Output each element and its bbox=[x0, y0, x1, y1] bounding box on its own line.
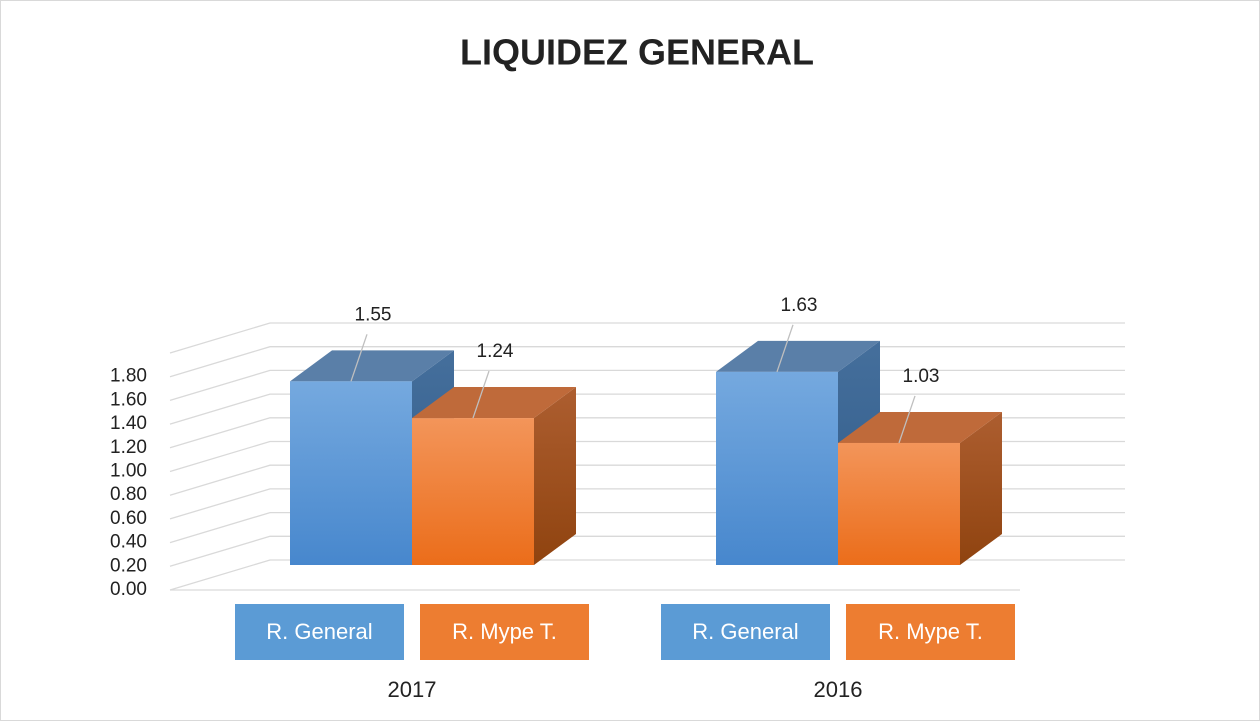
series-box bbox=[846, 604, 1015, 660]
leader-line bbox=[776, 324, 794, 373]
series-box bbox=[420, 604, 589, 660]
bar-side bbox=[960, 411, 1002, 565]
series-box bbox=[661, 604, 830, 660]
value-label: 1.03 bbox=[903, 366, 940, 387]
y-tick-label: 1.00 bbox=[110, 461, 147, 482]
bar-front bbox=[290, 381, 412, 565]
series-box-label: R. Mype T. bbox=[878, 619, 983, 644]
leader-line bbox=[472, 370, 490, 419]
value-label: 1.24 bbox=[477, 341, 514, 362]
bar-front bbox=[412, 418, 534, 565]
value-label: 1.55 bbox=[355, 304, 392, 325]
grid-line bbox=[169, 322, 1125, 354]
series-box-label: R. Mype T. bbox=[452, 619, 557, 644]
y-tick-label: 1.20 bbox=[110, 437, 147, 458]
bar-top bbox=[412, 387, 576, 419]
chart-title: LIQUIDEZ GENERAL bbox=[460, 32, 814, 73]
y-tick-label: 0.80 bbox=[110, 484, 147, 505]
bar-side bbox=[534, 387, 576, 565]
leader-line bbox=[350, 334, 368, 382]
y-tick-label: 0.20 bbox=[110, 555, 147, 576]
series-box bbox=[235, 604, 404, 660]
y-tick-label: 0.00 bbox=[110, 579, 147, 600]
bar-front bbox=[716, 371, 838, 565]
bar bbox=[412, 387, 576, 565]
bar-top bbox=[290, 350, 454, 382]
bar-top bbox=[716, 340, 880, 372]
bar bbox=[838, 411, 1002, 565]
y-tick-label: 1.40 bbox=[110, 413, 147, 434]
y-tick-label: 1.60 bbox=[110, 389, 147, 410]
y-tick-label: 0.60 bbox=[110, 508, 147, 529]
bar-front bbox=[838, 442, 960, 565]
y-tick-label: 0.40 bbox=[110, 532, 147, 553]
value-label: 1.63 bbox=[781, 295, 818, 316]
series-box-label: R. General bbox=[266, 619, 372, 644]
x-tick-label: 2017 bbox=[388, 677, 437, 702]
y-tick-label: 1.80 bbox=[110, 366, 147, 387]
bar-top bbox=[838, 411, 1002, 443]
leader-line bbox=[898, 395, 916, 444]
x-tick-label: 2016 bbox=[814, 677, 863, 702]
series-box-label: R. General bbox=[692, 619, 798, 644]
